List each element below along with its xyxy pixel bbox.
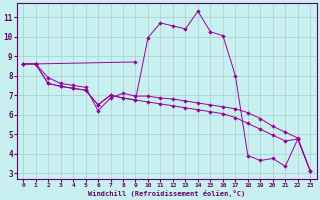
X-axis label: Windchill (Refroidissement éolien,°C): Windchill (Refroidissement éolien,°C) <box>88 190 245 197</box>
